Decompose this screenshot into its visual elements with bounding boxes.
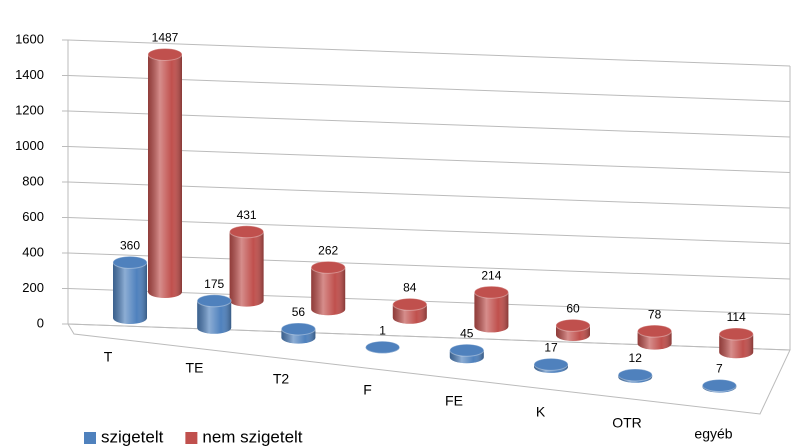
value-label: 214 [481,268,501,282]
cylinder-top [147,47,183,61]
value-label: 45 [460,326,474,340]
cylinder-top [617,368,653,382]
y-tick-label: 1000 [15,138,44,153]
cylinder-top [701,379,737,393]
cylinder [280,322,316,344]
cylinder-top [392,297,428,311]
cylinder-shade [197,300,232,334]
cylinder [392,297,428,324]
cylinder [147,47,183,298]
cylinder-top [280,322,316,336]
x-tick-label: K [536,404,546,420]
value-label: 360 [120,239,140,253]
cylinder-top [718,327,754,341]
value-label: 56 [292,305,306,319]
cylinder [555,318,591,341]
x-tick-label: F [363,382,372,398]
cylinder-top [637,324,673,338]
cylinder [473,285,509,333]
x-tick-label: T2 [273,371,290,387]
value-label: 431 [237,208,257,222]
cylinder [637,324,673,350]
grid-line [67,181,791,209]
value-label: 114 [727,310,746,324]
cylinder [229,225,265,307]
legend-swatch [84,432,96,444]
grid-line [67,217,791,244]
cylinder [701,379,737,393]
cylinder [365,340,401,354]
y-tick-label: 200 [22,280,44,295]
cylinder-shade [719,333,754,359]
cylinder-top [365,340,401,354]
cylinder [449,343,485,364]
grid-line [67,110,791,138]
value-label: 60 [566,302,580,316]
cylinder [718,327,754,359]
value-label: 7 [716,362,723,376]
value-label: 17 [544,341,558,355]
y-tick-label: 1400 [15,67,44,82]
value-label: 78 [648,307,662,321]
cylinder-top [310,260,346,274]
legend-label: szigetelt [101,427,164,446]
y-tick-label: 1200 [15,102,44,117]
cylinder-top [555,318,591,332]
grid-line [67,39,791,67]
cylinder-shade [474,292,509,333]
cylinder [617,368,653,383]
y-tick-label: 400 [22,244,44,259]
legend-swatch [185,432,198,444]
value-label: 175 [204,277,224,291]
x-tick-label: OTR [612,415,642,431]
value-label: 84 [403,281,417,295]
x-tick-label: TE [186,360,204,376]
grid-line [67,146,791,173]
value-label: 1 [379,323,386,337]
y-tick-label: 0 [37,315,44,330]
cylinder-shade [113,262,147,324]
grid-line [67,75,791,102]
grid-line [67,252,791,280]
cylinder-top [112,255,148,269]
cylinder-shade [148,54,182,298]
y-tick-label: 600 [22,209,44,224]
cylinder-top [449,343,485,357]
cylinder-top [196,294,232,308]
value-label: 12 [629,351,643,365]
cylinder [310,260,346,316]
cylinder [196,294,232,334]
value-label: 262 [318,244,338,258]
cylinder-top [229,225,265,239]
cylinder-top [473,285,509,299]
legend-label: nem szigetelt [202,427,302,446]
cylinder [533,357,569,373]
x-tick-label: egyéb [694,426,732,442]
y-tick-label: 800 [22,173,44,188]
cylinder-shade [229,231,264,307]
cylinder [112,255,148,324]
grid-line [67,288,791,315]
x-tick-label: FE [445,393,463,409]
y-tick-label: 1600 [15,31,44,46]
cylinder-top [533,357,569,371]
x-tick-label: T [104,349,113,365]
cylinder-shade [311,267,346,316]
value-label: 1487 [152,31,179,45]
